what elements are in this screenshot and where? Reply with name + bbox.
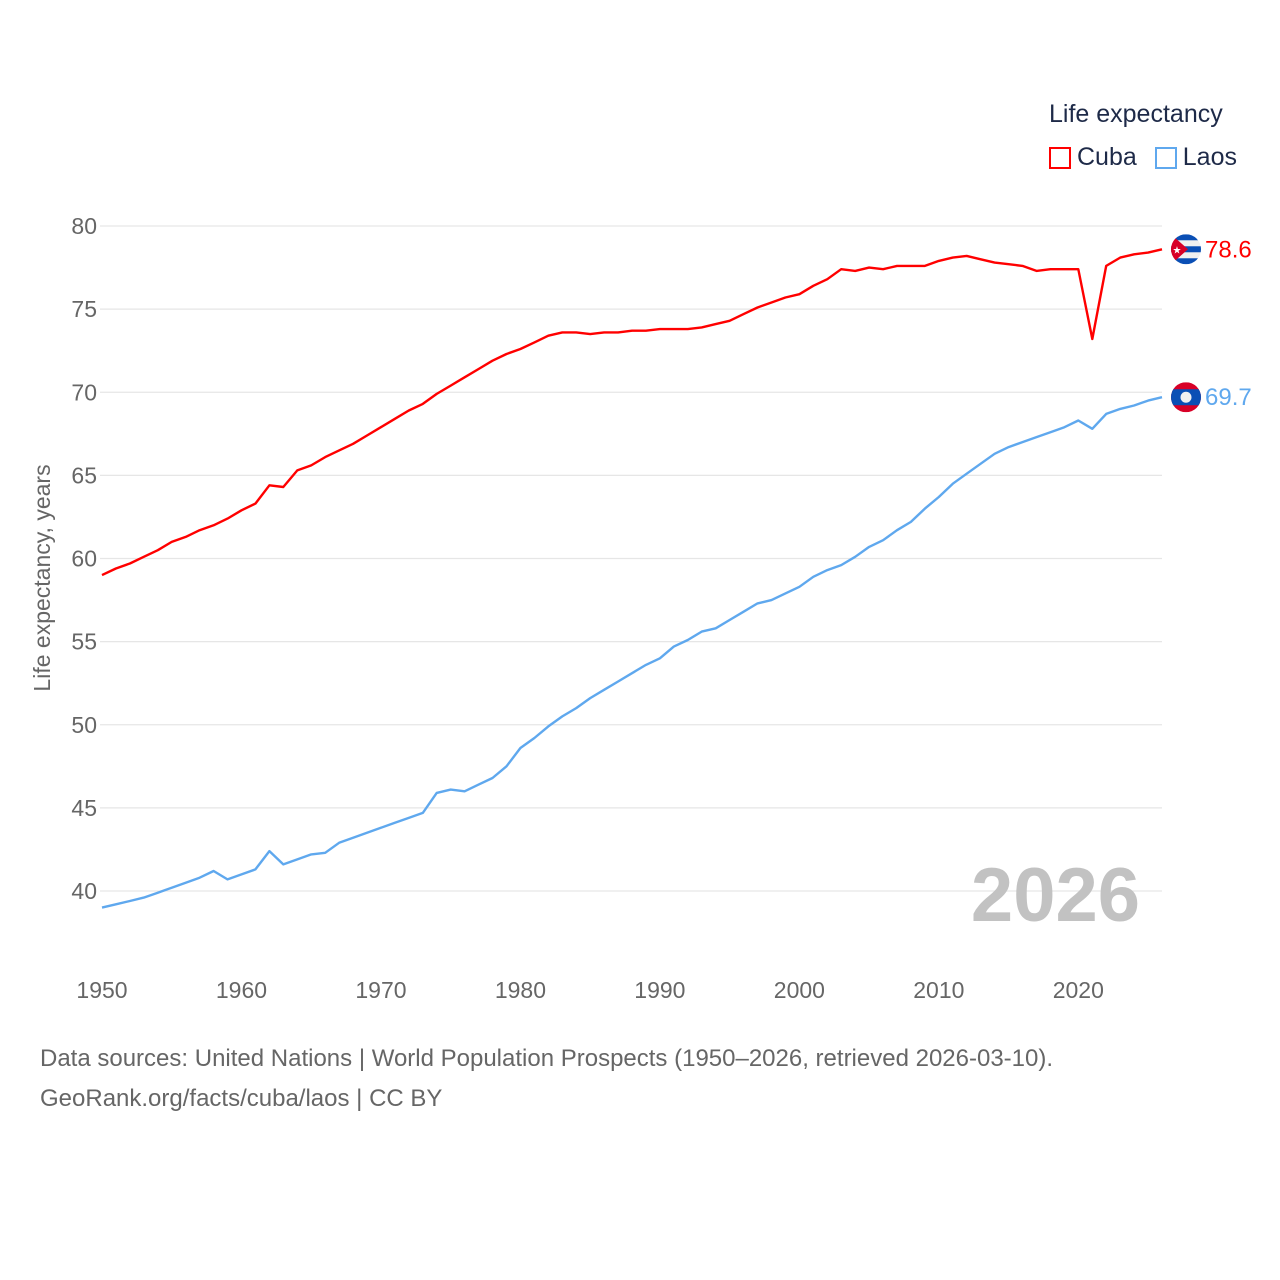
legend-label-laos: Laos — [1182, 143, 1237, 171]
series-line-laos — [101, 396, 1163, 909]
x-tick-label: 1960 — [216, 977, 267, 1003]
x-tick-label: 2020 — [1053, 977, 1104, 1003]
end-value-label-cuba: 78.6 — [1205, 236, 1252, 263]
legend-label-cuba: Cuba — [1077, 143, 1137, 171]
y-axis-label: Life expectancy, years — [29, 464, 55, 691]
y-tick-label: 40 — [71, 878, 97, 904]
legend-item-cuba[interactable]: Cuba — [1049, 143, 1137, 172]
y-tick-label: 60 — [71, 546, 97, 572]
legend-swatch-cuba — [1049, 146, 1071, 169]
x-tick-label: 2000 — [774, 977, 825, 1003]
x-tick-label: 2010 — [913, 977, 964, 1003]
y-tick-label: 65 — [71, 462, 97, 488]
y-tick-label: 45 — [71, 795, 97, 821]
flag-cuba-icon: ★ — [1171, 234, 1201, 265]
legend-swatch-laos — [1154, 146, 1177, 169]
flag-laos-icon — [1171, 382, 1201, 413]
legend: Cuba Laos — [1049, 143, 1237, 172]
x-tick-label: 1980 — [495, 977, 546, 1003]
y-tick-label: 75 — [71, 296, 97, 322]
x-tick-label: 1990 — [634, 977, 685, 1003]
x-tick-label: 1970 — [355, 977, 406, 1003]
legend-title: Life expectancy — [1049, 100, 1223, 128]
y-tick-label: 80 — [71, 213, 97, 239]
end-value-label-laos: 69.7 — [1205, 384, 1252, 411]
legend-item-laos[interactable]: Laos — [1154, 143, 1237, 172]
footer-sources: Data sources: United Nations | World Pop… — [40, 1045, 1054, 1072]
y-tick-label: 55 — [71, 629, 97, 655]
y-tick-label: 70 — [71, 379, 97, 405]
series-line-cuba — [101, 248, 1163, 577]
year-watermark: 2026 — [971, 853, 1140, 938]
svg-text:★: ★ — [1173, 245, 1182, 256]
y-tick-label: 50 — [71, 712, 97, 738]
footer-attribution[interactable]: GeoRank.org/facts/cuba/laos | CC BY — [40, 1085, 443, 1112]
x-tick-label: 1950 — [76, 977, 127, 1003]
